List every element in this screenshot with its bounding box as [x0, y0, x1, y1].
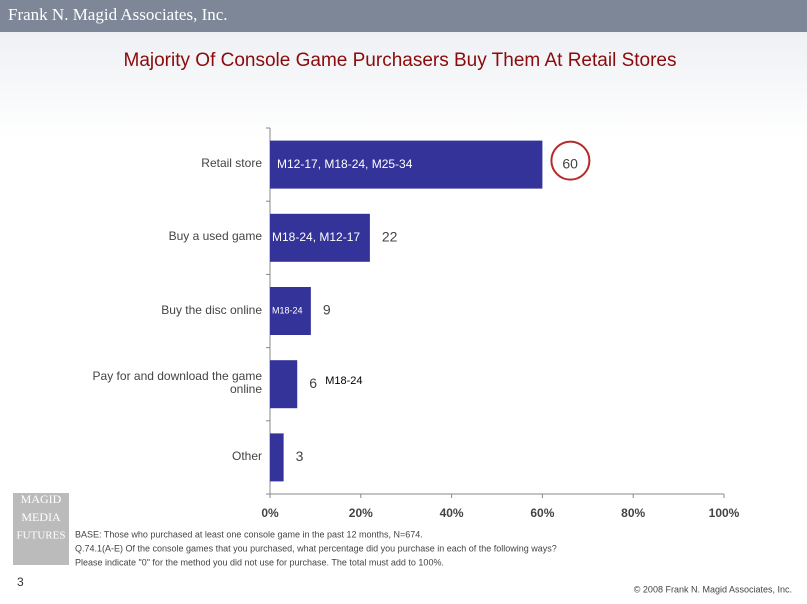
- value-label: 3: [296, 448, 304, 464]
- bar: [270, 433, 284, 482]
- bar: [270, 140, 543, 189]
- bar-annotation: M18-24: [272, 305, 303, 315]
- footnote: Q.74.1(A-E) Of the console games that yo…: [75, 543, 557, 553]
- value-label: 60: [562, 155, 578, 171]
- value-label: 22: [382, 229, 398, 245]
- category-label: Buy the disc online: [161, 302, 262, 317]
- logo-box: [13, 493, 69, 565]
- bar-annotation: M12-17, M18-24, M25-34: [277, 157, 413, 171]
- category-label: Other: [231, 448, 262, 463]
- x-tick-label: 40%: [440, 506, 464, 520]
- company-name: Frank N. Magid Associates, Inc.: [8, 5, 228, 24]
- footnote: BASE: Those who purchased at least one c…: [75, 529, 423, 539]
- category-label: Buy a used game: [168, 229, 262, 244]
- x-tick-label: 100%: [709, 506, 740, 520]
- x-tick-label: 60%: [530, 506, 554, 520]
- copyright: © 2008 Frank N. Magid Associates, Inc.: [634, 584, 792, 594]
- header-bar: [0, 0, 807, 32]
- bar-annotation: M18-24, M12-17: [272, 230, 360, 244]
- chart-title: Majority Of Console Game Purchasers Buy …: [124, 50, 677, 71]
- logo-text: MAGID: [21, 492, 62, 506]
- footnote: Please indicate "0" for the method you d…: [75, 557, 444, 567]
- x-tick-label: 20%: [349, 506, 373, 520]
- bar-annotation: M18-24: [325, 375, 362, 387]
- bar: [270, 213, 370, 262]
- x-tick-label: 0%: [261, 506, 279, 520]
- x-tick-label: 80%: [621, 506, 645, 520]
- value-label: 9: [323, 302, 331, 318]
- logo-text: FUTURES: [17, 530, 66, 542]
- bar: [270, 287, 311, 335]
- category-label: Pay for and download the game online: [92, 369, 262, 397]
- logo-text: MEDIA: [21, 510, 61, 524]
- page-number: 3: [17, 575, 24, 589]
- highlight-circle: [550, 140, 591, 181]
- category-label: Retail store: [201, 156, 262, 171]
- value-label: 6: [309, 375, 317, 391]
- bar: [270, 360, 298, 409]
